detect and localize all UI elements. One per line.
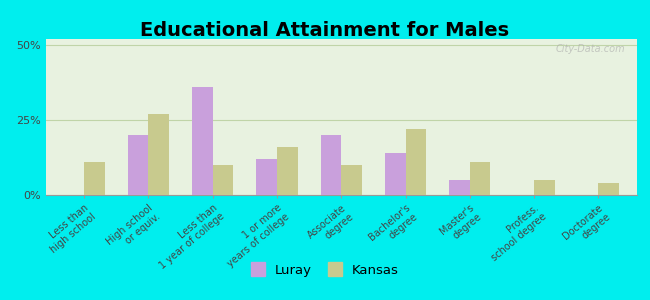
Bar xyxy=(128,135,148,195)
Bar xyxy=(277,147,298,195)
Text: Educational Attainment for Males: Educational Attainment for Males xyxy=(140,21,510,40)
Bar xyxy=(341,165,362,195)
Bar xyxy=(406,129,426,195)
Bar xyxy=(470,162,490,195)
Bar xyxy=(449,180,470,195)
Bar xyxy=(534,180,554,195)
Bar xyxy=(213,165,233,195)
Bar xyxy=(320,135,341,195)
Text: City-Data.com: City-Data.com xyxy=(556,44,625,54)
Bar xyxy=(84,162,105,195)
Bar xyxy=(385,153,406,195)
Bar xyxy=(192,87,213,195)
Legend: Luray, Kansas: Luray, Kansas xyxy=(248,260,402,281)
Bar xyxy=(148,114,169,195)
Bar xyxy=(599,183,619,195)
Bar xyxy=(256,159,277,195)
